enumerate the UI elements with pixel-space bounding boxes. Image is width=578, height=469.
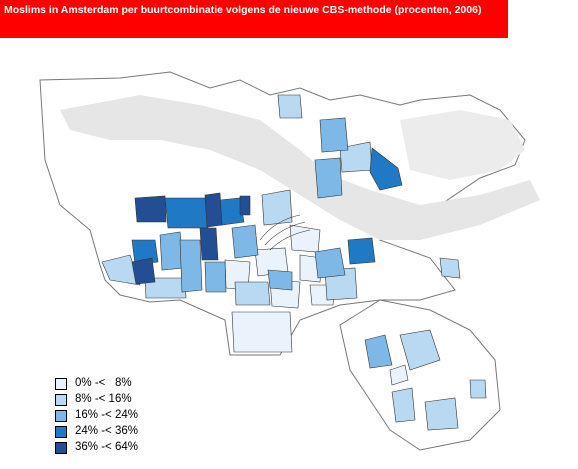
legend-swatch	[55, 378, 67, 390]
map-title: Moslims in Amsterdam per buurtcombinatie…	[4, 4, 482, 16]
neighbourhood	[347, 237, 376, 265]
neighbourhood	[179, 239, 203, 293]
neighbourhood	[389, 364, 409, 386]
neighbourhood	[231, 224, 259, 259]
neighbourhood	[369, 147, 403, 191]
legend-row: 8% -< 16%	[55, 392, 195, 408]
neighbourhood	[424, 397, 459, 431]
legend-swatch	[55, 442, 67, 454]
legend-row: 24% -< 36%	[55, 424, 195, 440]
title-bar: Moslims in Amsterdam per buurtcombinatie…	[0, 0, 508, 38]
neighbourhood	[439, 257, 461, 279]
legend-swatch	[55, 394, 67, 406]
neighbourhoods-class-0	[224, 224, 409, 386]
neighbourhood	[134, 195, 167, 223]
neighbourhood	[289, 224, 321, 253]
ij-water	[60, 95, 540, 240]
neighbourhoods-class-1	[101, 94, 487, 431]
legend-swatch	[55, 410, 67, 422]
legend-label: 24% -< 36%	[75, 425, 138, 437]
neighbourhood	[391, 387, 416, 423]
neighbourhood	[101, 254, 141, 286]
neighbourhood	[314, 247, 346, 279]
neighbourhood	[164, 197, 209, 229]
neighbourhoods-class-3	[131, 147, 403, 265]
neighbourhood	[204, 192, 223, 228]
neighbourhood	[204, 261, 227, 293]
legend-label: 16% -< 24%	[75, 409, 138, 421]
legend-label: 36% -< 64%	[75, 441, 138, 453]
neighbourhood	[239, 195, 251, 216]
neighbourhood	[261, 189, 293, 226]
legend-row: 16% -< 24%	[55, 408, 195, 424]
neighbourhood	[234, 281, 271, 306]
canal-lines	[259, 214, 311, 251]
neighbourhood	[267, 269, 293, 291]
neighbourhood	[469, 379, 487, 399]
neighbourhood	[231, 311, 293, 353]
legend-row: 0% -< 8%	[55, 376, 195, 392]
neighbourhood	[399, 329, 441, 371]
legend-label: 0% -< 8%	[75, 377, 132, 389]
neighbourhood	[364, 334, 393, 369]
legend: 0% -< 8% 8% -< 16% 16% -< 24% 24% -< 36%…	[55, 376, 195, 456]
legend-label: 8% -< 16%	[75, 393, 132, 405]
neighbourhoods-class-4	[131, 192, 251, 285]
neighbourhoods-class-2	[159, 117, 393, 369]
neighbourhood	[277, 94, 303, 119]
neighbourhood	[199, 227, 219, 261]
neighbourhood	[314, 157, 343, 199]
neighbourhood	[319, 117, 349, 153]
legend-swatch	[55, 426, 67, 438]
neighbourhood	[144, 277, 187, 299]
legend-row: 36% -< 64%	[55, 440, 195, 456]
zuidoost-boundary	[339, 299, 501, 451]
east-water	[400, 110, 525, 180]
neighbourhood	[131, 257, 156, 285]
